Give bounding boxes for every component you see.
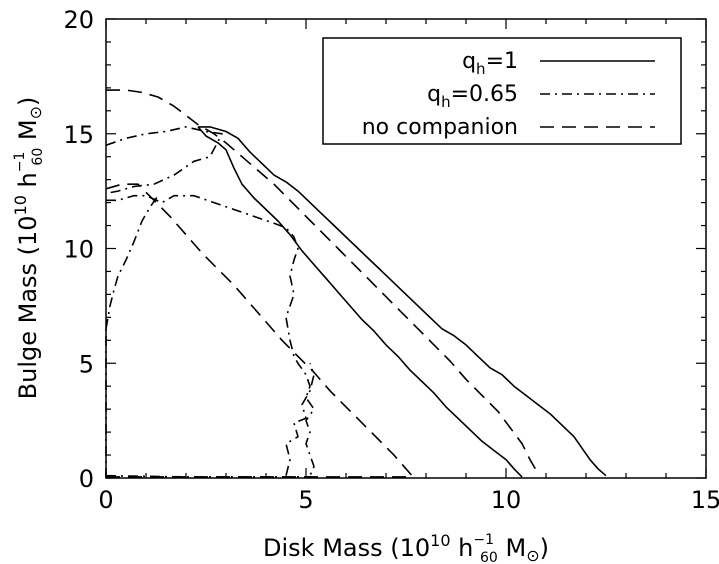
- x-tick-label: 15: [691, 486, 719, 514]
- legend-label: no companion: [362, 115, 518, 140]
- y-tick-label: 0: [79, 465, 94, 493]
- y-tick-label: 10: [63, 236, 94, 264]
- y-axis-label: Bulge Mass (1010 h−1 60 M⊙): [11, 97, 46, 400]
- x-tick-label: 5: [298, 486, 313, 514]
- y-tick-label: 5: [79, 350, 94, 378]
- x-axis-label: Disk Mass (1010 h−1 60 M⊙): [263, 531, 549, 564]
- y-tick-label: 15: [63, 121, 94, 149]
- legend-label: qh=1: [462, 49, 518, 78]
- x-tick-label: 0: [98, 486, 113, 514]
- legend: qh=1 qh=0.65 no companion: [323, 38, 681, 144]
- x-tick-label: 10: [491, 486, 522, 514]
- legend-label: qh=0.65: [427, 82, 518, 111]
- y-tick-label: 20: [63, 6, 94, 34]
